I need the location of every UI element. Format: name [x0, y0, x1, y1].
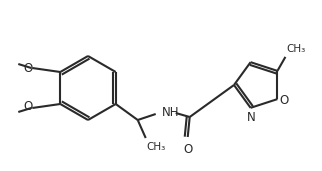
Text: N: N	[247, 111, 256, 124]
Text: O: O	[279, 94, 289, 107]
Text: O: O	[183, 143, 192, 156]
Text: CH₃: CH₃	[286, 44, 306, 54]
Text: CH₃: CH₃	[147, 142, 166, 152]
Text: O: O	[23, 101, 32, 114]
Text: NH: NH	[162, 106, 179, 119]
Text: O: O	[23, 62, 32, 76]
